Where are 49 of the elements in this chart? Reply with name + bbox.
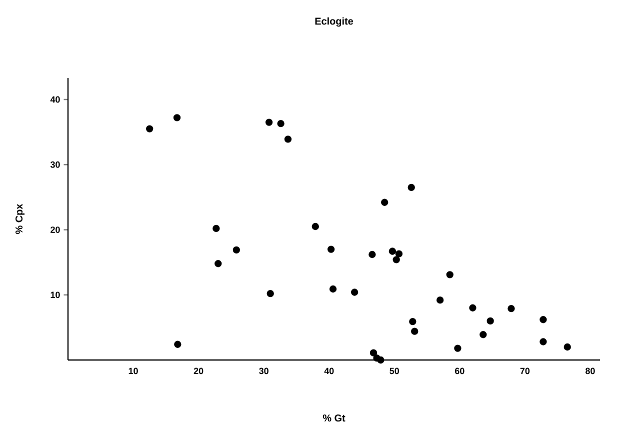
point (350, 288, 358, 296)
point (174, 340, 182, 348)
point (436, 296, 444, 304)
point (408, 184, 415, 191)
point (370, 349, 378, 356)
point (411, 328, 418, 335)
point (173, 114, 181, 122)
y-axis-title: % Cpx (15, 204, 25, 234)
point (564, 343, 571, 351)
point (381, 198, 388, 206)
point (454, 344, 462, 352)
y-tick-label: 20 (50, 226, 60, 233)
x-tick-label: 20 (194, 368, 204, 374)
point (214, 260, 222, 268)
point (212, 224, 220, 232)
x-tick-label: 50 (390, 368, 400, 374)
point (277, 120, 284, 128)
point (469, 304, 476, 312)
point (395, 250, 403, 258)
x-tick-label: 70 (520, 368, 530, 374)
point (327, 246, 335, 253)
x-tick-label: 30 (259, 368, 268, 374)
point (409, 318, 416, 326)
point (388, 248, 396, 255)
point (508, 304, 515, 312)
point (284, 136, 292, 143)
point (265, 118, 273, 126)
point (377, 356, 384, 364)
y-tick-label: 30 (50, 161, 60, 168)
point (232, 246, 240, 254)
x-tick-label: 60 (455, 368, 464, 374)
point (486, 317, 494, 325)
y-tick-label: 40 (50, 96, 60, 103)
point (312, 222, 319, 230)
x-tick-label: 80 (586, 368, 595, 374)
point (368, 250, 376, 258)
point (540, 316, 547, 324)
x-tick-label: 10 (128, 368, 138, 374)
y-tick-label: 10 (50, 292, 60, 298)
point (392, 256, 400, 264)
point (266, 290, 274, 298)
point (480, 331, 487, 338)
point (540, 338, 547, 346)
chart-title: Eclogite (315, 17, 354, 27)
x-axis-title: % Gt (322, 414, 346, 422)
point (446, 271, 454, 278)
point (146, 125, 154, 132)
point (329, 285, 337, 293)
x-tick-label: 40 (324, 368, 334, 374)
